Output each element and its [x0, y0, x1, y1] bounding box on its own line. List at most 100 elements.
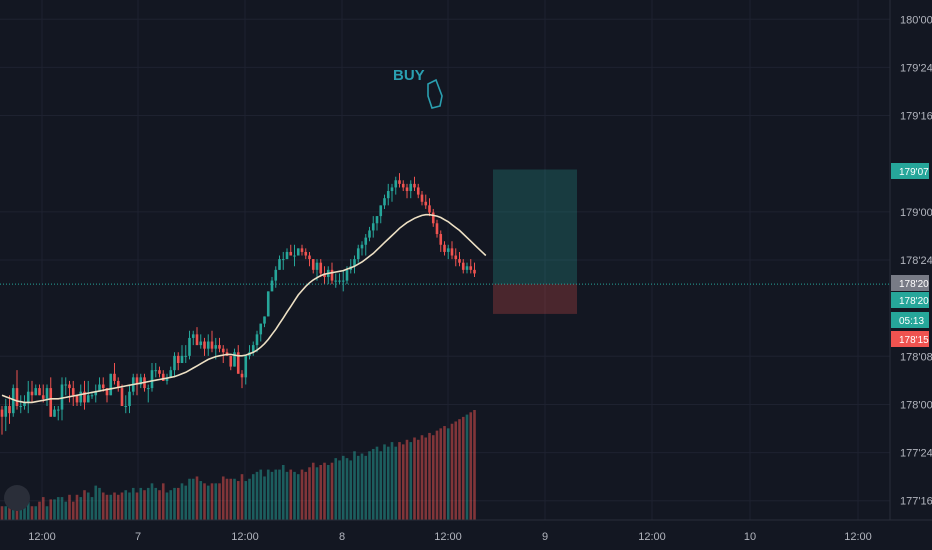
candle — [375, 216, 379, 231]
time-tick-label: 12:00 — [231, 531, 259, 543]
candle-body — [334, 280, 338, 282]
candle-body — [105, 388, 109, 396]
candle-body — [240, 373, 244, 378]
candle-body — [424, 201, 428, 206]
candle — [4, 398, 8, 432]
candle-body — [19, 406, 23, 408]
candle — [53, 406, 56, 417]
price-tick-label: 179'00 — [900, 207, 932, 219]
tradingview-logo[interactable] — [4, 485, 30, 511]
candle — [446, 244, 450, 260]
candle — [45, 384, 49, 407]
volume-bar — [454, 421, 458, 520]
candle — [139, 373, 143, 389]
candle — [26, 380, 30, 414]
volume-bar — [56, 497, 60, 520]
candle — [30, 380, 34, 403]
volume-bar — [446, 428, 450, 520]
volume-bar — [281, 465, 285, 520]
price-badge-label: 178'20 — [899, 296, 929, 307]
candle-body — [206, 341, 210, 349]
candle — [443, 241, 446, 256]
candle-body — [53, 409, 56, 417]
volume-bar — [356, 455, 360, 520]
volume-bar — [386, 446, 390, 520]
volume-bar — [176, 487, 180, 520]
candle — [180, 345, 184, 364]
candle-body — [203, 341, 206, 349]
candle — [199, 334, 203, 349]
position-tool[interactable] — [493, 169, 577, 314]
candle — [281, 251, 285, 270]
candle — [158, 366, 161, 378]
candle-body — [64, 384, 68, 386]
candle-body — [68, 384, 71, 389]
candle-body — [236, 352, 240, 374]
buy-annotation[interactable]: BUY — [393, 67, 443, 109]
candle — [244, 355, 248, 385]
time-axis[interactable]: 12:00 7 12:00 8 12:00 9 12:00 10 12:00 — [0, 519, 932, 543]
candle — [338, 273, 341, 285]
candle-body — [323, 273, 326, 278]
candle — [394, 176, 398, 195]
volume-bar — [90, 497, 94, 520]
candle — [409, 180, 413, 199]
candle-body — [90, 395, 94, 397]
candle — [195, 327, 199, 346]
time-tick-label: 12:00 — [638, 531, 666, 543]
volume-bar — [274, 469, 278, 520]
candle-body — [458, 259, 461, 263]
volume-bar — [394, 446, 398, 520]
candle — [0, 406, 4, 435]
candle — [278, 255, 281, 270]
candle — [71, 380, 75, 407]
candle-body — [173, 355, 176, 371]
volume-bar — [128, 492, 131, 520]
candle — [146, 384, 150, 403]
candle — [188, 330, 191, 360]
volume-bar — [450, 423, 454, 520]
volume-bar — [248, 478, 251, 520]
volume-bar — [398, 442, 401, 520]
price-badge-label: 178'20 — [899, 279, 929, 290]
price-tick-label: 177'24 — [900, 448, 932, 460]
candle — [263, 316, 266, 328]
volume-bar — [143, 490, 146, 520]
volume-bar — [353, 451, 356, 520]
candle-body — [101, 384, 105, 389]
candle-body — [23, 402, 26, 407]
candle — [401, 180, 405, 192]
target-zone[interactable] — [493, 169, 577, 285]
stop-zone[interactable] — [493, 284, 577, 314]
volume-bar — [109, 494, 113, 520]
volume-bar — [458, 419, 461, 520]
candle — [274, 266, 278, 288]
volume-bar — [364, 455, 368, 520]
candle — [101, 377, 105, 392]
candle-body — [150, 370, 154, 389]
volume-bar — [71, 501, 75, 520]
candle — [229, 355, 233, 371]
candle — [68, 380, 71, 403]
candle-body — [113, 373, 116, 381]
candle — [334, 273, 338, 288]
candle-body — [259, 323, 263, 335]
candle — [368, 226, 371, 242]
candlesticks — [0, 173, 476, 435]
candle — [169, 366, 173, 378]
volume-bar — [259, 469, 263, 520]
candle-body — [443, 244, 446, 252]
volume-bar — [165, 492, 169, 520]
volume-bar — [64, 501, 68, 520]
candle — [233, 348, 236, 367]
candle — [319, 259, 323, 278]
candle — [240, 370, 244, 389]
price-axis[interactable]: 180'00 179'24 179'16 179'00 178'24 178'08 178'… — [889, 0, 932, 520]
volume-bar — [146, 487, 150, 520]
volume-bar — [206, 485, 210, 520]
price-badge-bg — [891, 312, 929, 328]
time-tick-label: 8 — [339, 531, 345, 543]
price-badge: 179'07 — [891, 163, 929, 179]
volume-bar — [203, 483, 206, 520]
